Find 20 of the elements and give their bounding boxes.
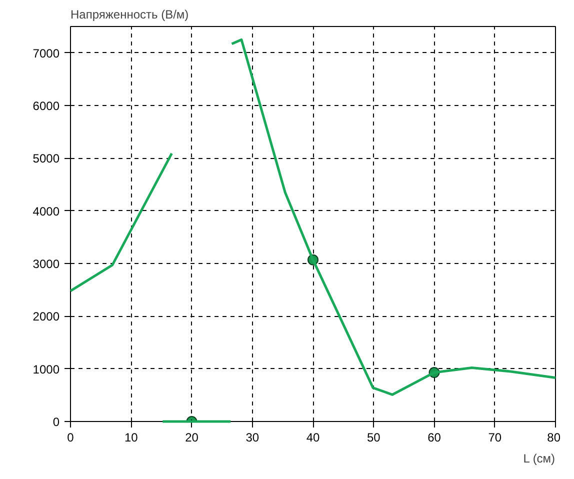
x-tick-label: 70 xyxy=(488,430,502,444)
x-tick-label: 40 xyxy=(306,430,320,444)
x-tick-label: 20 xyxy=(185,430,199,444)
y-tick-label: 6000 xyxy=(32,99,60,113)
y-tick-label: 2000 xyxy=(32,310,60,324)
y-tick-label: 5000 xyxy=(32,152,60,166)
x-tick-label: 50 xyxy=(366,430,381,444)
x-tick-label: 80 xyxy=(547,430,561,444)
x-tick-label: 0 xyxy=(67,430,74,444)
x-tick-label: 30 xyxy=(246,430,260,444)
y-tick-label: 7000 xyxy=(32,46,60,60)
x-axis-title: L (см) xyxy=(523,452,556,466)
x-tick-label: 10 xyxy=(124,430,138,444)
y-tick-label: 4000 xyxy=(32,204,60,218)
y-tick-label: 0 xyxy=(52,415,60,429)
line-series xyxy=(230,38,557,396)
y-tick-label: 1000 xyxy=(32,362,60,376)
y-axis-title: Напряженность (В/м) xyxy=(70,8,189,22)
y-tick-label: 3000 xyxy=(32,257,60,271)
x-tick-label: 60 xyxy=(428,430,442,444)
